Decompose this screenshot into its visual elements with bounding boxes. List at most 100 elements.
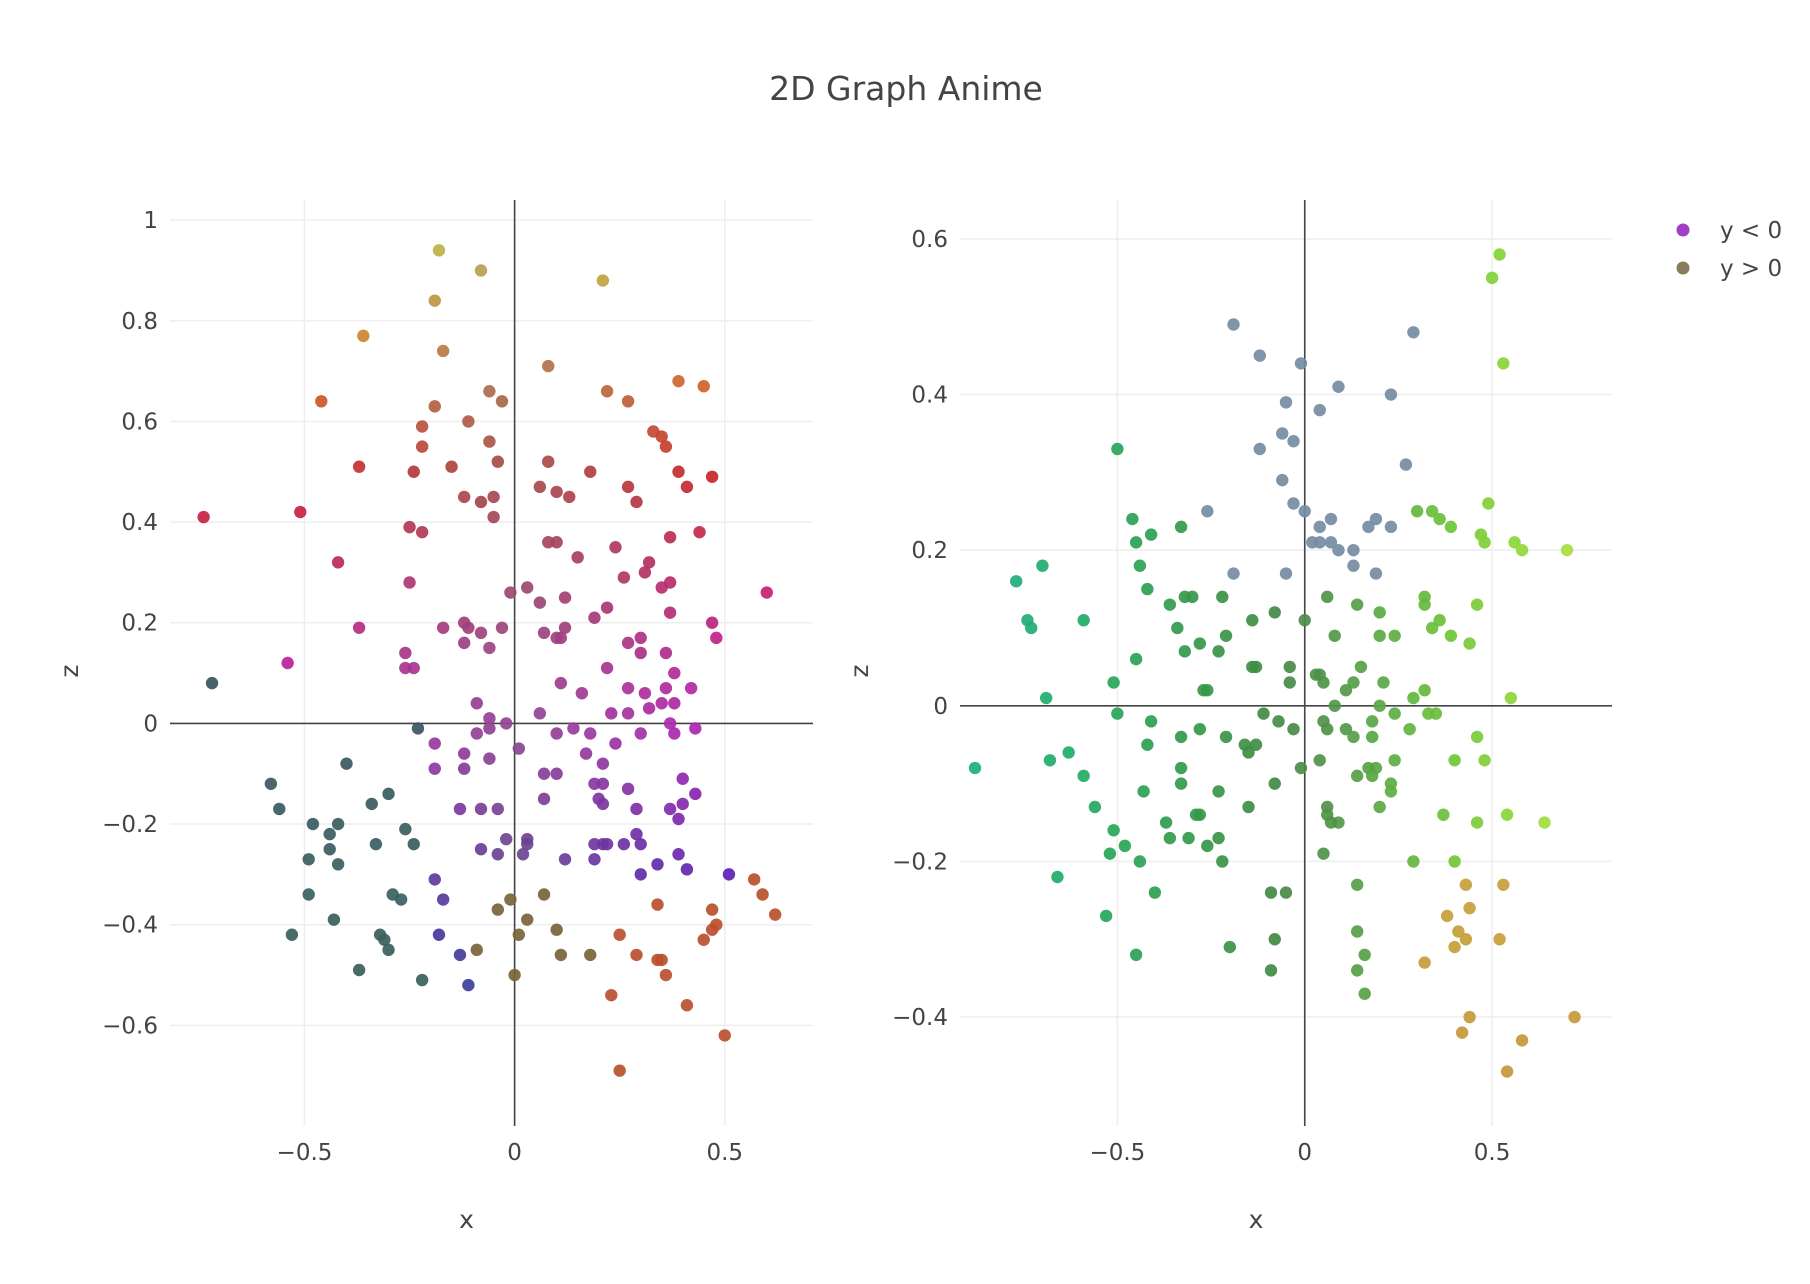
scatter-point	[1407, 855, 1420, 868]
scatter-point	[323, 827, 336, 841]
scatter-point	[1358, 987, 1371, 1000]
scatter-point	[428, 873, 441, 886]
scatter-point	[588, 853, 601, 866]
scatter-point	[659, 440, 673, 453]
scatter-point	[491, 802, 505, 816]
scatter-point	[521, 913, 534, 926]
scatter-point	[1388, 707, 1401, 720]
scatter-point	[642, 556, 656, 569]
scatter-point	[407, 661, 420, 675]
scatter-point	[1373, 699, 1386, 712]
scatter-point	[659, 968, 673, 982]
scatter-point	[558, 621, 572, 634]
scatter-point	[516, 848, 530, 861]
scatter-point	[1508, 536, 1521, 549]
scatter-point	[378, 933, 391, 946]
scatter-point	[403, 576, 416, 589]
scatter-point	[521, 837, 534, 851]
scatter-point	[655, 581, 668, 594]
scatter-point	[1332, 543, 1345, 557]
scatter-point	[609, 737, 622, 750]
scatter-point	[672, 465, 685, 478]
scatter-point	[1399, 458, 1413, 471]
scatter-point	[680, 999, 694, 1012]
scatter-point	[415, 440, 429, 453]
scatter-point	[1111, 707, 1124, 720]
scatter-point	[470, 943, 483, 957]
scatter-point	[1463, 901, 1476, 915]
scatter-point	[1099, 909, 1113, 923]
scatter-point	[432, 244, 446, 257]
scatter-point	[1444, 629, 1458, 642]
scatter-point	[1350, 878, 1364, 891]
scatter-point	[327, 913, 341, 926]
scatter-point	[306, 817, 320, 831]
scatter-point	[1470, 730, 1484, 744]
scatter-point	[1242, 746, 1255, 759]
scatter-point	[1324, 816, 1338, 829]
scatter-point	[1287, 497, 1300, 510]
scatter-point	[600, 837, 614, 851]
scatter-point	[512, 928, 526, 941]
scatter-point	[1141, 582, 1154, 596]
scatter-point	[550, 923, 563, 936]
scatter-point	[399, 646, 412, 660]
scatter-point	[1365, 730, 1379, 744]
scatter-point	[1159, 816, 1173, 829]
scatter-point	[655, 953, 668, 967]
scatter-point	[1193, 637, 1207, 650]
scatter-point	[1077, 769, 1090, 783]
scatter-point	[1223, 940, 1236, 954]
scatter-point	[1212, 785, 1225, 798]
scatter-point	[1298, 505, 1311, 518]
scatter-point	[1448, 754, 1461, 767]
legend: y < 0 y > 0	[1676, 218, 1782, 282]
scatter-point	[1163, 831, 1177, 845]
scatter-point	[705, 470, 719, 483]
scatter-point	[1043, 754, 1057, 767]
scatter-point	[663, 802, 677, 816]
scatter-point	[550, 631, 563, 645]
scatter-point	[491, 455, 505, 468]
scatter-point	[621, 636, 635, 650]
scatter-point	[550, 536, 563, 549]
scatter-point	[1077, 614, 1090, 627]
scatter-point	[1347, 676, 1360, 689]
scatter-point	[537, 626, 551, 640]
scatter-point	[600, 661, 614, 675]
y-tick-label: −0.2	[102, 812, 158, 838]
scatter-point	[1294, 761, 1308, 775]
scatter-point	[705, 903, 719, 916]
scatter-point	[1249, 738, 1263, 751]
scatter-point	[323, 843, 336, 856]
scatter-point	[672, 374, 685, 388]
scatter-point	[605, 988, 618, 1002]
scatter-point	[331, 817, 345, 831]
scatter-point	[415, 525, 429, 539]
scatter-point	[588, 611, 601, 624]
scatter-point	[1253, 349, 1266, 362]
scatter-point	[1144, 528, 1158, 541]
scatter-point	[1137, 785, 1150, 798]
scatter-point	[1384, 785, 1398, 798]
scatter-point	[1051, 870, 1064, 884]
scatter-point	[1515, 1034, 1529, 1047]
scatter-point	[634, 646, 647, 660]
scatter-point	[558, 591, 572, 604]
scatter-point	[462, 621, 475, 634]
scatter-point	[1103, 847, 1117, 860]
scatter-point	[659, 646, 673, 660]
scatter-point	[634, 837, 647, 851]
scatter-point	[537, 792, 551, 806]
x-axis-label: x	[1249, 1205, 1264, 1234]
scatter-point	[634, 868, 647, 881]
scatter-point	[1129, 536, 1143, 549]
scatter-point	[1129, 948, 1143, 962]
scatter-point	[1470, 816, 1484, 829]
scatter-point	[331, 858, 345, 871]
scatter-point	[596, 274, 610, 287]
scatter-point	[542, 455, 555, 468]
scatter-point	[462, 415, 475, 428]
scatter-point	[1174, 520, 1188, 534]
